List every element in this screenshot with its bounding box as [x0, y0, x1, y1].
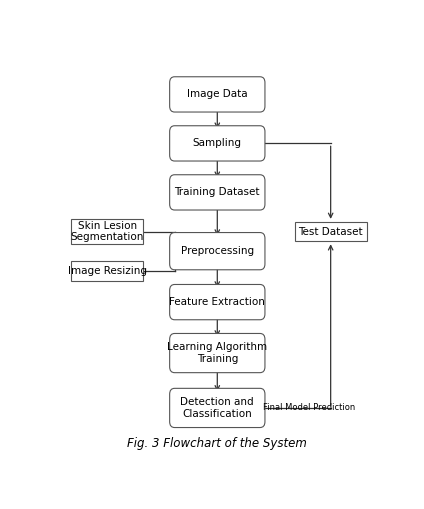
- FancyBboxPatch shape: [170, 333, 265, 373]
- FancyBboxPatch shape: [71, 219, 143, 244]
- Text: Test Dataset: Test Dataset: [298, 227, 363, 237]
- FancyBboxPatch shape: [295, 222, 367, 241]
- Text: Feature Extraction: Feature Extraction: [169, 297, 265, 307]
- Text: Final Model Prediction: Final Model Prediction: [263, 404, 356, 412]
- FancyBboxPatch shape: [170, 175, 265, 210]
- FancyBboxPatch shape: [71, 261, 143, 280]
- Text: Detection and
Classification: Detection and Classification: [181, 397, 254, 419]
- FancyBboxPatch shape: [170, 233, 265, 270]
- Text: Skin Lesion
Segmentation: Skin Lesion Segmentation: [70, 221, 144, 242]
- Text: Fig. 3 Flowchart of the System: Fig. 3 Flowchart of the System: [127, 437, 307, 450]
- Text: Image Data: Image Data: [187, 90, 248, 99]
- FancyBboxPatch shape: [170, 388, 265, 428]
- FancyBboxPatch shape: [170, 77, 265, 112]
- FancyBboxPatch shape: [170, 285, 265, 320]
- Text: Sampling: Sampling: [193, 138, 242, 149]
- Text: Learning Algorithm
Training: Learning Algorithm Training: [167, 342, 268, 364]
- Text: Training Dataset: Training Dataset: [175, 187, 260, 197]
- FancyBboxPatch shape: [170, 126, 265, 161]
- Text: Preprocessing: Preprocessing: [181, 246, 254, 256]
- Text: Image Resizing: Image Resizing: [68, 266, 147, 276]
